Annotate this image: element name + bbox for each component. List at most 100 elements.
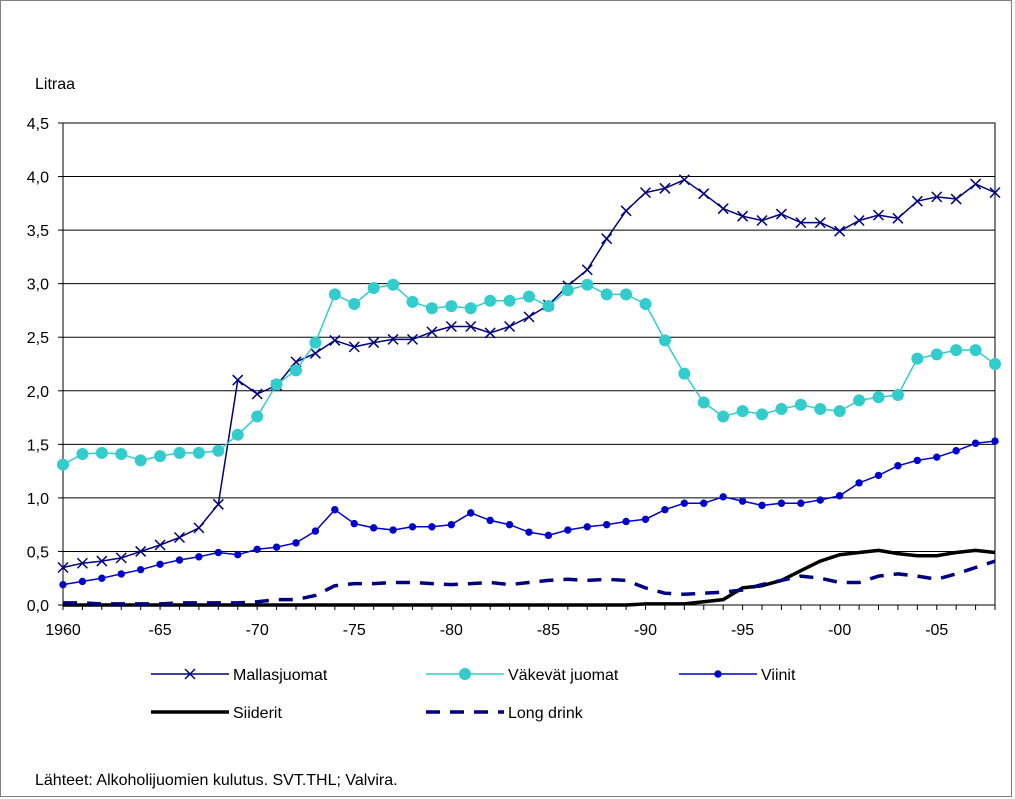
gridlines [63, 122, 995, 552]
series-line [63, 559, 996, 606]
point-marker-x [96, 555, 108, 567]
point-marker-x [135, 545, 147, 557]
point-marker-circle [639, 298, 652, 311]
point-marker-dot [505, 520, 514, 529]
point-marker-x [911, 195, 923, 207]
point-marker-x [970, 178, 982, 190]
point-marker-dot [714, 670, 722, 678]
point-marker-x [484, 327, 496, 339]
point-marker-dot [136, 565, 145, 574]
point-marker-circle [989, 358, 1001, 370]
point-marker-circle [872, 391, 885, 404]
point-marker-dot [253, 545, 261, 554]
series-line [62, 179, 996, 569]
point-marker-dot [272, 543, 281, 551]
y-tick-label: 1,0 [27, 491, 49, 508]
point-marker-circle [154, 450, 167, 463]
point-marker-circle [756, 408, 768, 421]
legend-item: Siiderit [151, 705, 282, 722]
point-marker-dot [486, 516, 494, 525]
point-marker-circle [697, 396, 710, 409]
point-marker-dot [234, 550, 242, 559]
x-tick-label: -95 [731, 622, 754, 639]
point-marker-circle [484, 294, 497, 307]
source-note: Lähteet: Alkoholijuomien kulutus. SVT.TH… [35, 772, 398, 789]
point-marker-dot [195, 553, 203, 561]
point-marker-x [406, 333, 419, 345]
point-marker-dot [855, 479, 863, 487]
point-marker-dot [758, 501, 766, 510]
point-marker-circle [270, 378, 283, 391]
point-marker-x [193, 522, 205, 534]
point-marker-dot [816, 496, 824, 504]
legend-item: Väkevät juomat [426, 667, 619, 684]
legend-item: Mallasjuomat [151, 667, 328, 684]
point-marker-circle [387, 278, 400, 291]
point-marker-circle [600, 288, 613, 301]
point-marker-x [639, 187, 652, 199]
series-line [62, 283, 996, 466]
point-marker-dot [913, 456, 922, 465]
point-marker-x [387, 333, 399, 345]
y-tick-label: 3,0 [27, 277, 49, 294]
point-marker-circle [173, 446, 186, 459]
point-marker-x [426, 326, 438, 338]
point-marker-x [368, 337, 380, 349]
point-marker-x [737, 210, 749, 222]
y-tick-label: 4,5 [27, 116, 49, 133]
point-marker-x [184, 668, 196, 680]
point-marker-dot [894, 462, 902, 470]
point-marker-x [775, 208, 787, 220]
point-marker-x [523, 311, 535, 323]
point-marker-circle [911, 352, 924, 365]
point-marker-dot [59, 580, 67, 589]
point-marker-circle [561, 284, 574, 297]
point-marker-circle [717, 410, 730, 423]
point-marker-circle [736, 405, 749, 418]
legend-label: Long drink [508, 705, 584, 722]
point-marker-dot [971, 439, 980, 447]
point-marker-circle [620, 288, 633, 301]
point-marker-circle [464, 302, 477, 315]
point-marker-dot [874, 471, 883, 480]
point-marker-dot [331, 505, 339, 514]
point-marker-dot [78, 577, 87, 586]
legend-label: Viinit [761, 667, 796, 684]
point-marker-circle [445, 300, 458, 313]
series-siiderit [63, 548, 996, 607]
point-marker-x [465, 320, 477, 333]
point-marker-dot [350, 519, 358, 528]
point-marker-circle [891, 389, 904, 402]
point-marker-circle [95, 446, 108, 459]
legend-label: Siiderit [233, 705, 282, 722]
point-marker-x [931, 191, 943, 203]
point-marker-x [115, 552, 127, 564]
point-marker-circle [328, 288, 341, 301]
point-marker-dot [933, 453, 941, 461]
point-marker-x [504, 320, 516, 333]
point-marker-x [950, 193, 962, 205]
point-marker-x [445, 320, 457, 333]
point-marker-dot [680, 499, 689, 507]
point-marker-x [601, 233, 613, 245]
point-marker-dot [952, 447, 960, 455]
series-line [63, 548, 996, 607]
point-marker-circle [57, 458, 69, 471]
point-marker-x [309, 347, 321, 359]
point-marker-circle [406, 295, 419, 308]
point-marker-x [756, 214, 768, 227]
point-marker-dot [98, 574, 106, 582]
point-marker-x [329, 334, 341, 346]
point-marker-dot [641, 515, 650, 524]
point-marker-circle [348, 298, 361, 311]
point-marker-x [76, 557, 88, 569]
point-marker-circle [814, 402, 827, 415]
point-marker-x [348, 341, 360, 353]
point-marker-circle [950, 344, 963, 357]
point-marker-dot [389, 526, 397, 534]
point-marker-circle [134, 454, 147, 467]
point-marker-dot [214, 548, 223, 557]
point-marker-circle [251, 410, 264, 423]
